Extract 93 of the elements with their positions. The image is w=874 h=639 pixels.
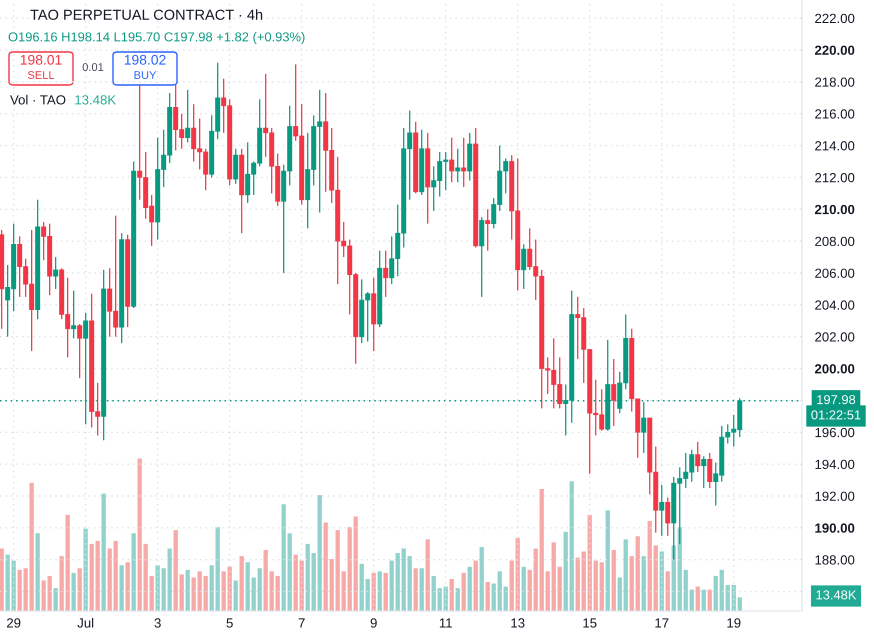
x-tick-label: 7 xyxy=(298,618,305,628)
x-tick-label: 13 xyxy=(511,618,524,628)
bar xyxy=(35,533,40,611)
x-tick-label: 19 xyxy=(727,618,740,628)
bar xyxy=(456,588,460,611)
y-tick-label: 196.00 xyxy=(816,428,854,438)
bar xyxy=(0,548,4,611)
y-tick-label: 206.00 xyxy=(815,268,854,278)
ref-line-label: 197.98 xyxy=(817,395,856,404)
bar xyxy=(240,556,244,611)
x-tick-label: 11 xyxy=(440,618,452,628)
bar xyxy=(372,572,376,611)
y-tick-label: 194.00 xyxy=(816,460,854,470)
candlestick xyxy=(71,290,76,339)
y-tick-label: 210.00 xyxy=(814,204,854,214)
bar xyxy=(378,571,382,611)
bar xyxy=(696,586,700,611)
bar xyxy=(612,550,616,611)
x-tick-label: 29 xyxy=(6,618,20,628)
candlestick xyxy=(461,136,466,188)
bar xyxy=(84,528,88,611)
y-tick-label: 216.00 xyxy=(815,109,854,119)
bar xyxy=(132,533,136,611)
bar xyxy=(480,546,484,611)
candlestick xyxy=(701,456,706,489)
bar xyxy=(186,570,190,611)
y-tick-label: 204.00 xyxy=(815,300,854,310)
y-tick-label: 212.00 xyxy=(815,173,854,182)
x-tick-label: 5 xyxy=(226,618,233,628)
candlestick xyxy=(455,148,460,183)
candlestick xyxy=(659,484,664,536)
text: 01:22:51 xyxy=(811,410,861,420)
candlestick xyxy=(233,148,238,184)
bar xyxy=(53,588,58,611)
annotation: BUY xyxy=(134,71,156,79)
y-tick-label: 218.00 xyxy=(815,77,854,87)
x-tick-label: 3 xyxy=(154,618,161,628)
bar xyxy=(234,580,238,611)
x-tick-label: Jul xyxy=(77,618,94,628)
bar xyxy=(462,572,466,611)
bar xyxy=(120,565,124,611)
bar xyxy=(426,539,430,611)
candlestick xyxy=(383,250,388,298)
candlestick xyxy=(695,441,700,473)
bar xyxy=(126,562,130,611)
bar xyxy=(414,568,418,611)
candlestick xyxy=(185,89,190,144)
bar xyxy=(522,566,526,611)
annotation: 198.02 xyxy=(124,54,166,65)
candlestick xyxy=(77,323,82,379)
text: 13.48K xyxy=(816,590,856,600)
y-tick-label: 220.00 xyxy=(814,46,854,55)
y-tick-label: 192.00 xyxy=(816,492,854,501)
candlestick xyxy=(665,496,670,536)
candlestick xyxy=(641,401,646,454)
candlestick xyxy=(611,358,616,427)
y-tick-label: 190.00 xyxy=(815,523,854,533)
bar xyxy=(666,571,670,611)
candlestick xyxy=(53,256,58,290)
bar xyxy=(660,552,664,611)
bar xyxy=(72,572,76,611)
candlestick xyxy=(449,136,454,183)
y-tick-label: 188.00 xyxy=(816,555,854,565)
candlestick xyxy=(707,452,712,489)
bar xyxy=(486,582,490,611)
bar xyxy=(450,578,454,611)
chart-title: Vol · TAO xyxy=(10,94,66,105)
bar xyxy=(708,590,712,611)
bar xyxy=(102,494,106,611)
bar xyxy=(606,510,610,611)
bar xyxy=(78,568,82,611)
x-tick-label: 17 xyxy=(655,618,668,628)
bar xyxy=(474,560,478,611)
y-tick-label: 208.00 xyxy=(815,236,854,246)
bar xyxy=(384,572,388,611)
annotation: SELL xyxy=(28,71,54,79)
bar xyxy=(468,566,472,611)
annotation: 13.48K xyxy=(75,95,116,105)
bar xyxy=(420,568,424,611)
x-tick-label: 15 xyxy=(583,618,597,628)
x-tick-label: 9 xyxy=(370,618,377,628)
y-tick-label: 222.00 xyxy=(815,14,854,24)
annotation: 198.01 xyxy=(20,54,62,65)
annotation: 0.01 xyxy=(82,63,104,71)
bar xyxy=(702,590,706,611)
candlestick xyxy=(485,208,490,252)
y-tick-label: 200.00 xyxy=(814,364,854,374)
candlestick xyxy=(521,244,526,290)
y-tick-label: 214.00 xyxy=(815,141,854,150)
annotation: O196.16 H198.14 L195.70 C197.98 +1.82 (+0.93%) xyxy=(8,32,305,44)
y-tick-label: 202.00 xyxy=(815,332,854,342)
chart-title: TAO PERPETUAL CONTRACT · 4h xyxy=(30,9,262,20)
bar xyxy=(642,556,646,611)
